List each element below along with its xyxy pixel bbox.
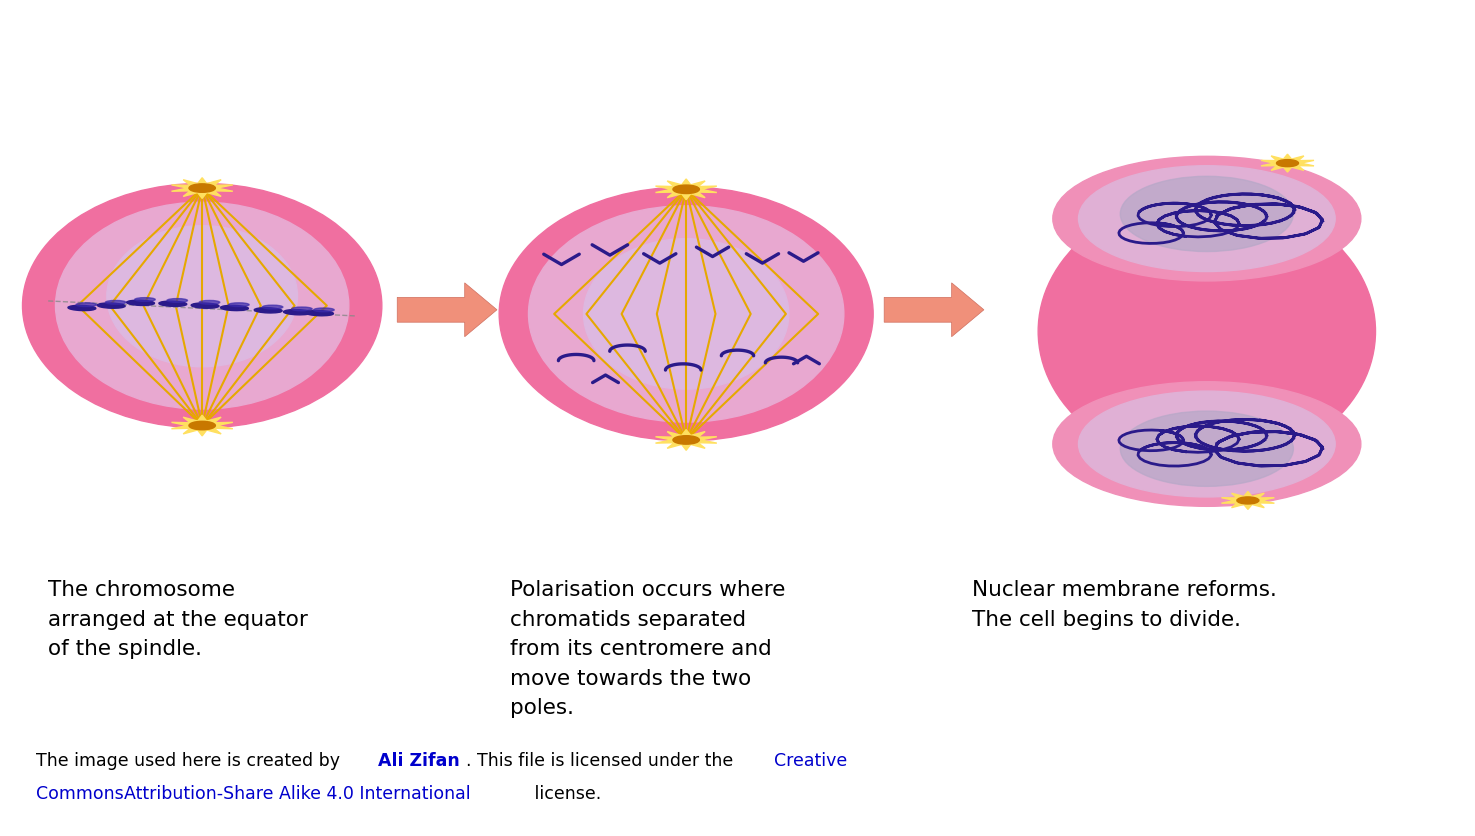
Ellipse shape — [499, 188, 873, 441]
FancyArrow shape — [884, 283, 984, 337]
Ellipse shape — [192, 303, 218, 308]
Ellipse shape — [189, 422, 215, 431]
Ellipse shape — [105, 301, 125, 305]
Ellipse shape — [305, 311, 333, 316]
Text: Ali Zifan: Ali Zifan — [378, 751, 460, 769]
Ellipse shape — [1078, 166, 1335, 273]
Polygon shape — [171, 179, 233, 199]
Text: Commons: Commons — [37, 784, 124, 802]
Ellipse shape — [199, 301, 220, 305]
Text: The image used here is created by: The image used here is created by — [37, 751, 347, 769]
Ellipse shape — [1276, 161, 1298, 167]
Ellipse shape — [584, 239, 789, 390]
Text: Attribution-Share Alike 4.0 International: Attribution-Share Alike 4.0 Internationa… — [124, 784, 471, 802]
Text: Nuclear membrane reforms.
The cell begins to divide.: Nuclear membrane reforms. The cell begin… — [972, 579, 1277, 629]
Ellipse shape — [254, 308, 282, 314]
Ellipse shape — [1053, 157, 1361, 282]
Ellipse shape — [221, 306, 248, 311]
Ellipse shape — [1053, 382, 1361, 507]
Ellipse shape — [1038, 196, 1376, 468]
Ellipse shape — [22, 184, 382, 428]
Ellipse shape — [77, 303, 96, 307]
Ellipse shape — [673, 436, 699, 445]
FancyArrow shape — [397, 283, 497, 337]
Polygon shape — [655, 430, 717, 451]
Ellipse shape — [292, 308, 313, 312]
Ellipse shape — [528, 206, 844, 422]
Polygon shape — [171, 415, 233, 436]
Ellipse shape — [673, 186, 699, 194]
Ellipse shape — [159, 302, 187, 307]
Ellipse shape — [1121, 177, 1294, 252]
Ellipse shape — [1121, 411, 1294, 487]
Ellipse shape — [56, 203, 348, 410]
Ellipse shape — [97, 303, 125, 308]
Ellipse shape — [283, 310, 311, 315]
Text: Creative: Creative — [774, 751, 848, 769]
Ellipse shape — [229, 303, 249, 307]
Ellipse shape — [1078, 391, 1335, 497]
Ellipse shape — [1238, 497, 1258, 504]
Text: . This file is licensed under the: . This file is licensed under the — [466, 751, 739, 769]
Polygon shape — [1221, 492, 1274, 510]
Ellipse shape — [127, 301, 155, 306]
Text: license.: license. — [530, 784, 602, 802]
Ellipse shape — [106, 227, 298, 367]
Text: Polarisation occurs where
chromatids separated
from its centromere and
move towa: Polarisation occurs where chromatids sep… — [510, 579, 786, 717]
Ellipse shape — [314, 308, 335, 313]
Ellipse shape — [189, 185, 215, 193]
Ellipse shape — [167, 299, 187, 303]
Text: The chromosome
arranged at the equator
of the spindle.: The chromosome arranged at the equator o… — [49, 579, 308, 659]
Ellipse shape — [134, 298, 155, 302]
Ellipse shape — [68, 306, 96, 311]
Ellipse shape — [263, 306, 283, 309]
Polygon shape — [1261, 155, 1314, 173]
Polygon shape — [655, 180, 717, 201]
